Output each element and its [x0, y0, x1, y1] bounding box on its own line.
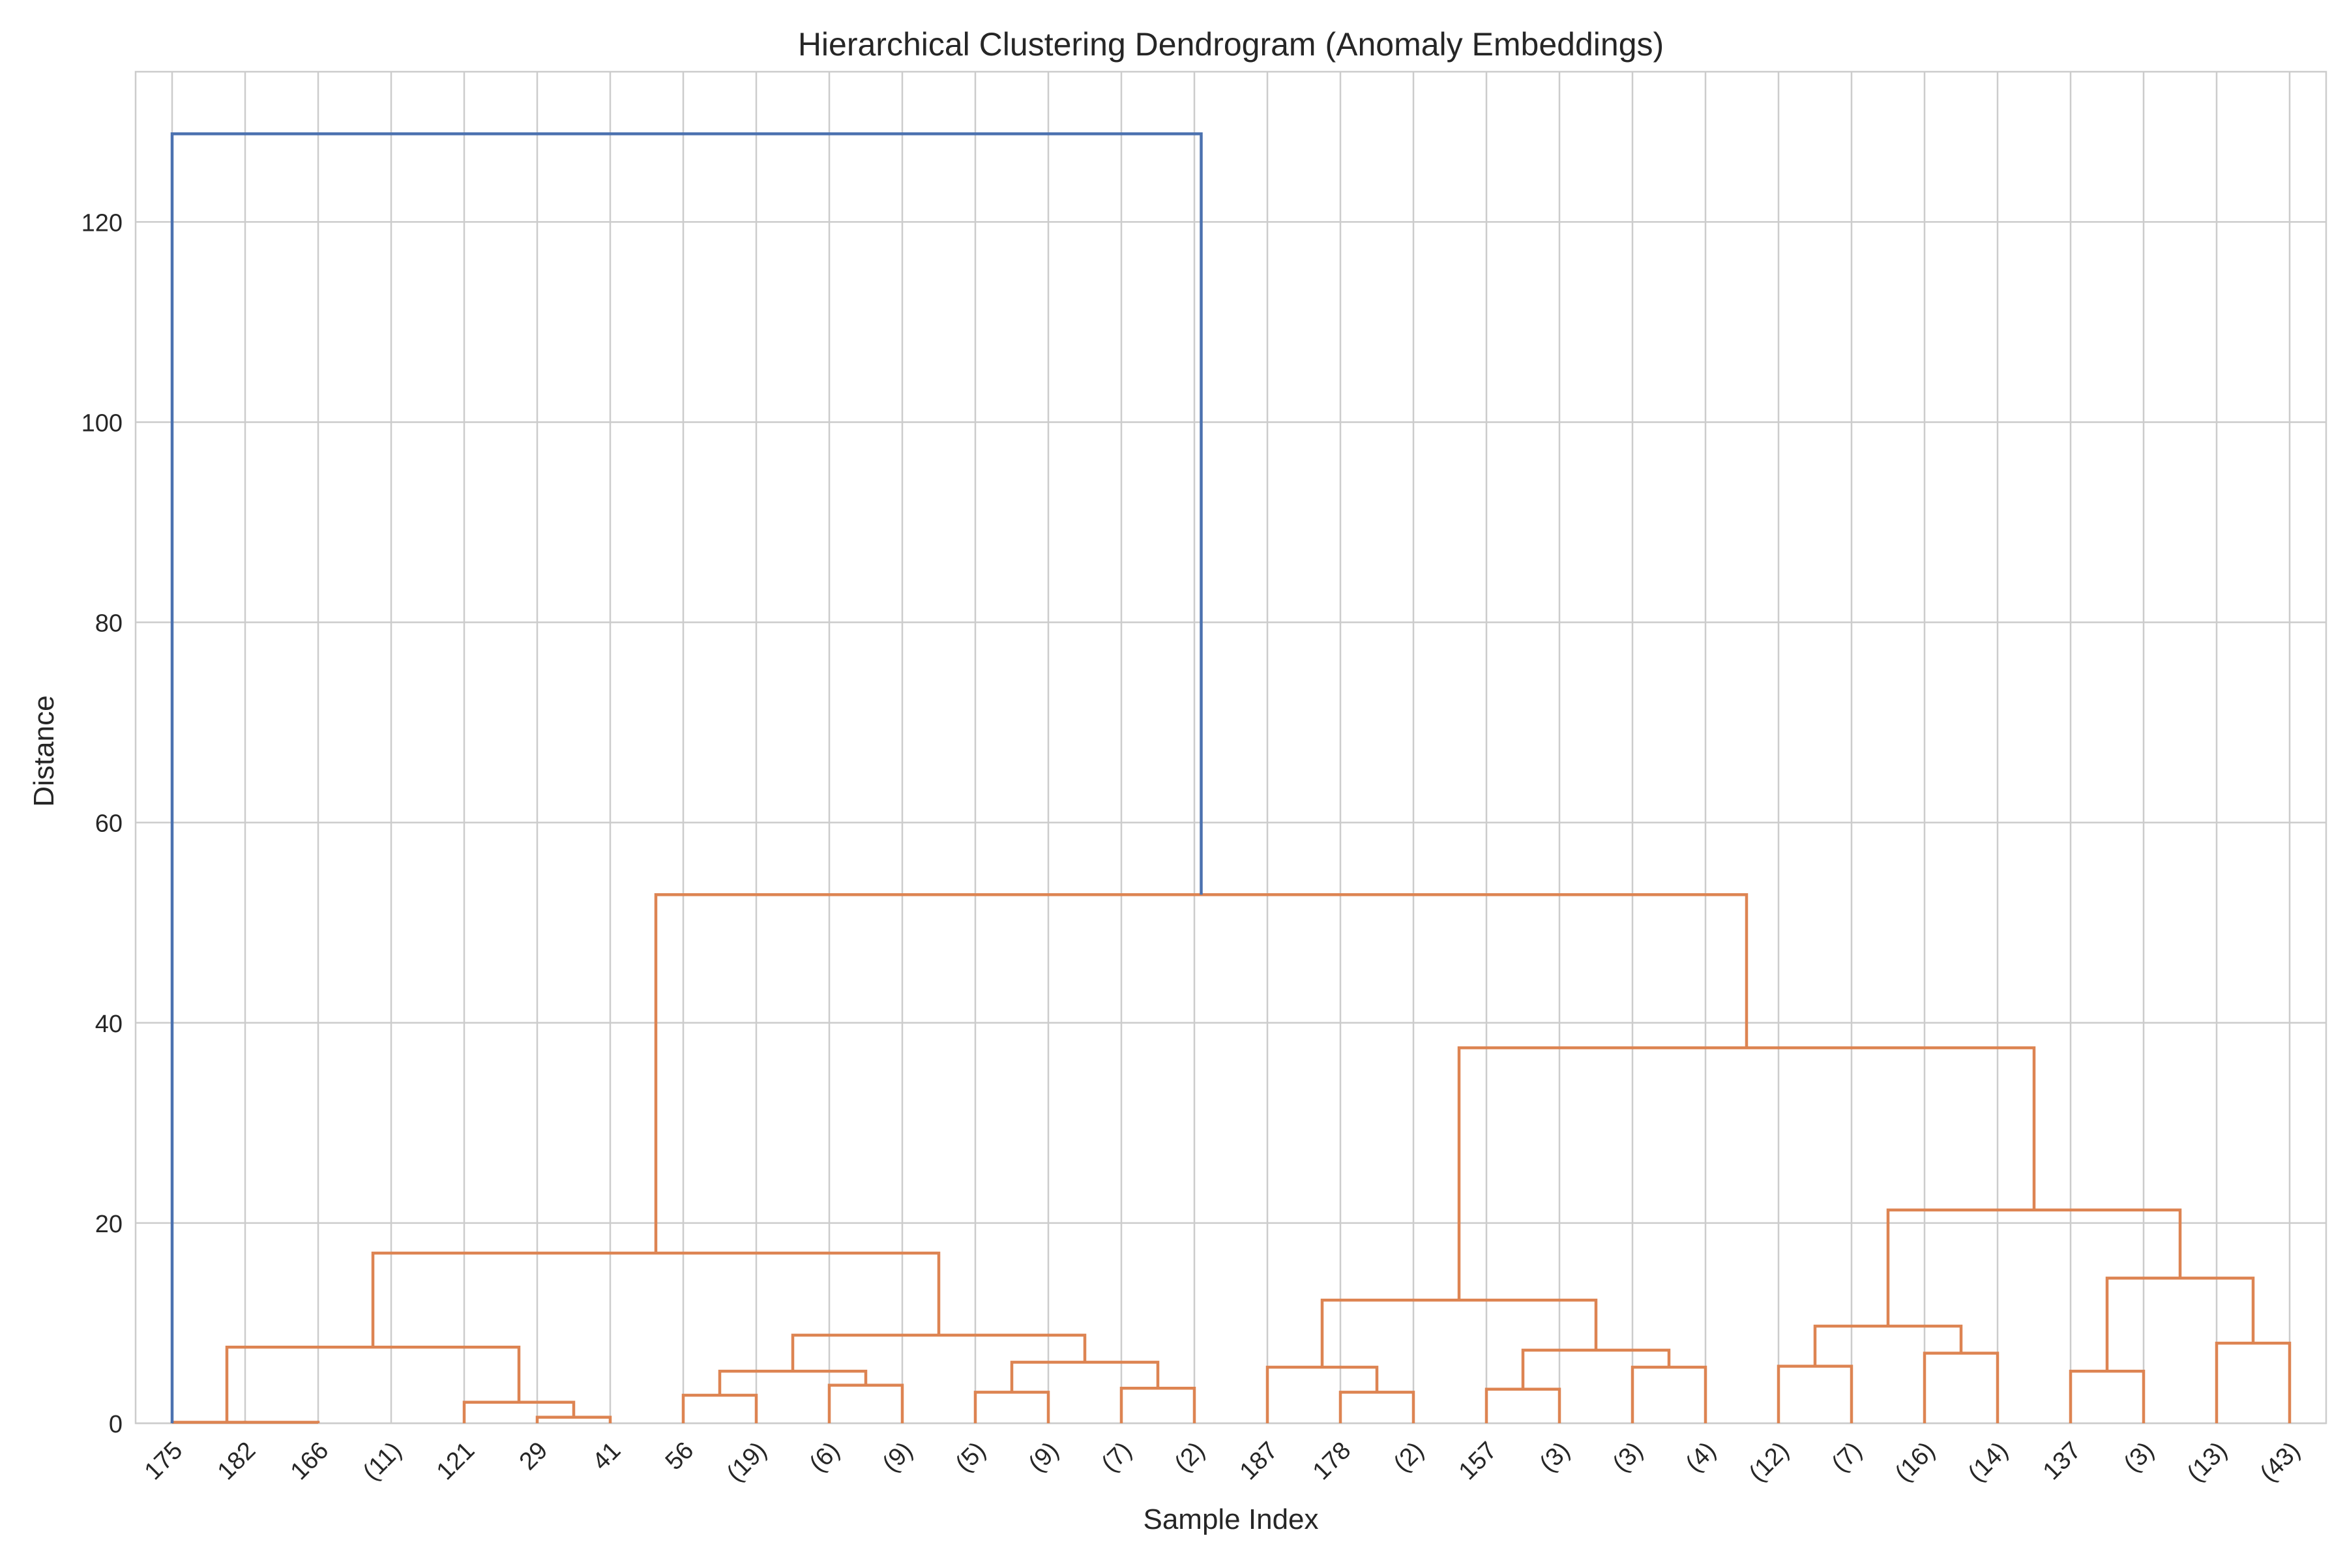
cluster-link [1631, 1365, 1707, 1423]
grid-layer [136, 72, 2326, 1425]
root-link [170, 132, 1203, 1423]
y-tick-label: 100 [81, 409, 123, 437]
cluster-link [1886, 1208, 2182, 1327]
cluster-link [170, 1421, 247, 1424]
y-tick-label: 40 [95, 1011, 123, 1038]
y-tick-label: 120 [81, 209, 123, 237]
cluster-link [371, 1251, 941, 1348]
x-axis-label: Sample Index [1143, 1503, 1318, 1535]
cluster-link [225, 1346, 521, 1423]
cluster-link [243, 1421, 320, 1424]
y-tick-label: 80 [95, 610, 123, 638]
y-tick-label: 0 [109, 1411, 123, 1438]
cluster-link [2215, 1341, 2292, 1423]
link-layer [170, 132, 2292, 1424]
plot-frame [134, 70, 2327, 1425]
cluster-link [1119, 1387, 1196, 1423]
chart-title: Hierarchical Clustering Dendrogram (Anom… [798, 26, 1664, 63]
cluster-link [654, 893, 1749, 1253]
cluster-link [1265, 1365, 1379, 1423]
cluster-link [1320, 1298, 1598, 1368]
cluster-link [973, 1391, 1050, 1423]
cluster-link [1457, 1046, 2036, 1301]
cluster-link [1338, 1391, 1415, 1423]
cluster-link [535, 1415, 612, 1423]
y-tick-labels: 0 20 40 60 80 100 120 [81, 209, 123, 1438]
y-axis-label: Distance [28, 695, 60, 806]
cluster-link [827, 1383, 904, 1423]
y-tick-label: 60 [95, 810, 123, 838]
y-tick-label: 20 [95, 1211, 123, 1238]
